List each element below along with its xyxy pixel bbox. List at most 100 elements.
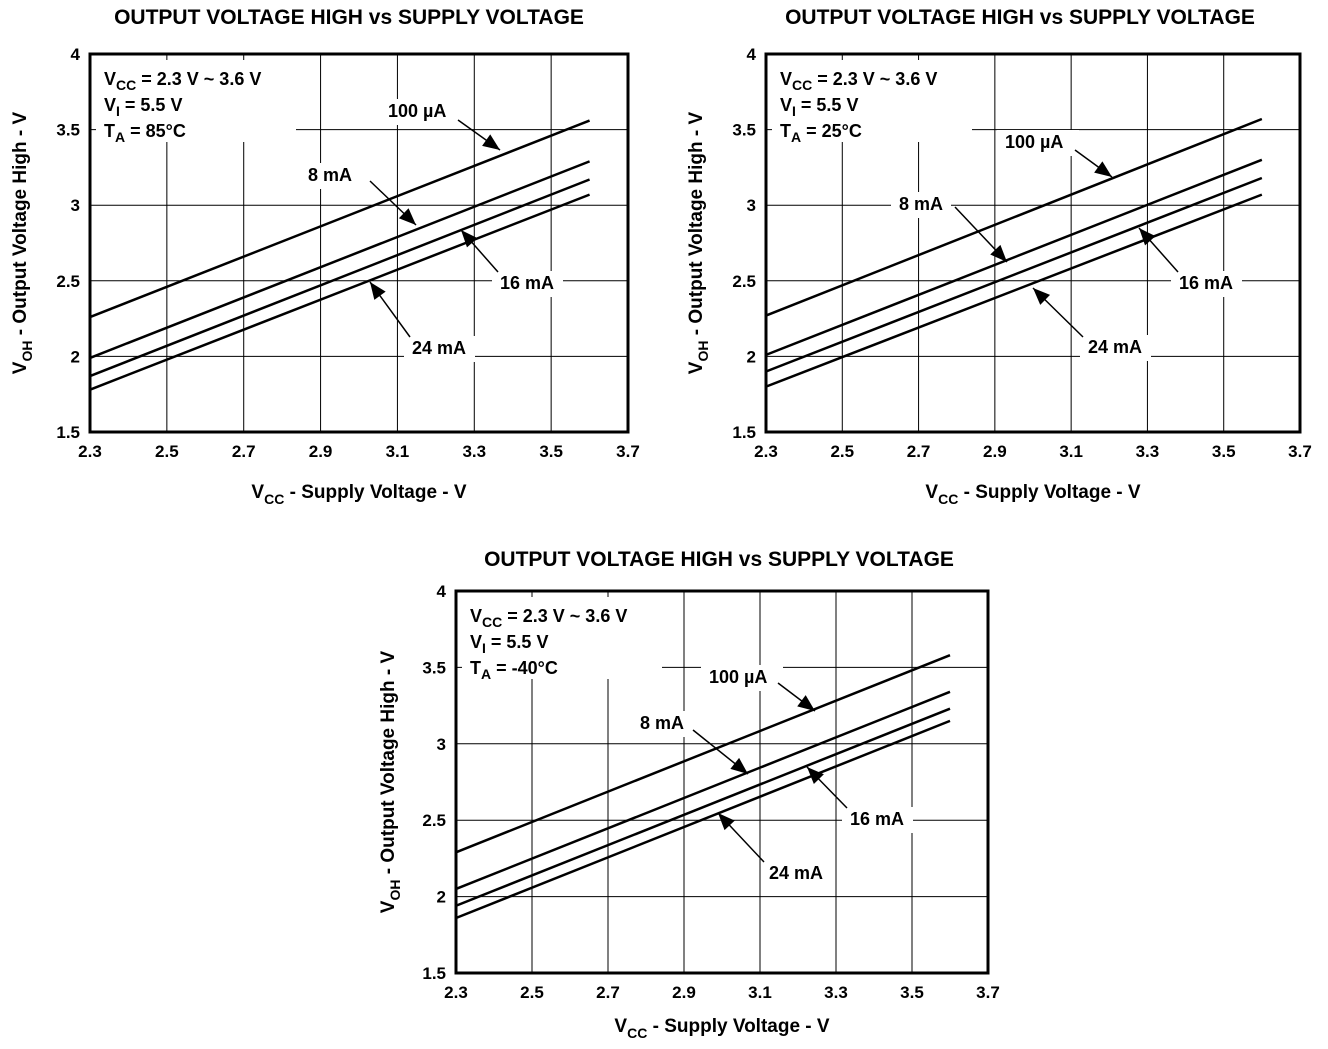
line-chart: 2.3 2.5 2.7 2.9 3.1 3.3 3.5 3.7 1.5 2 2.5 3 3.5 4 VCC … xyxy=(378,582,1000,1041)
series-label-bg xyxy=(701,665,783,691)
x-tick-label: 2.5 xyxy=(830,442,854,461)
series-line xyxy=(89,160,591,360)
chart-panel-25c: OUTPUT VOLTAGE HIGH vs SUPPLY VOLTAGE 2.… xyxy=(668,0,1328,520)
chart-panel-minus40c: OUTPUT VOLTAGE HIGH vs SUPPLY VOLTAGE 2.… xyxy=(370,540,1030,1049)
y-tick-label: 3 xyxy=(747,196,756,215)
y-tick-label: 2.5 xyxy=(732,272,756,291)
y-axis-label: VOH - Output Voltage High - V xyxy=(686,111,711,374)
chart-panel-85c: OUTPUT VOLTAGE HIGH vs SUPPLY VOLTAGE 2.… xyxy=(0,0,660,520)
condition-text: VI = 5.5 V xyxy=(780,95,858,119)
y-tick-label: 2 xyxy=(71,347,80,366)
series-label: 100 µA xyxy=(709,667,767,687)
arrow-head xyxy=(718,813,735,831)
series-label: 8 mA xyxy=(899,194,943,214)
series-line xyxy=(455,690,951,891)
y-tick-label: 4 xyxy=(437,582,447,601)
condition-text: TA = 25°C xyxy=(780,121,862,145)
y-tick-label: 3.5 xyxy=(732,121,756,140)
series-label-bg xyxy=(891,192,951,218)
series-line xyxy=(455,654,951,854)
y-tick-label: 2.5 xyxy=(56,272,80,291)
series-label-bg xyxy=(761,861,832,887)
series-line xyxy=(89,119,591,319)
series-label: 100 µA xyxy=(388,101,446,121)
x-tick-label: 3.1 xyxy=(748,983,772,1002)
series-line xyxy=(765,176,1263,373)
arrow-head xyxy=(461,230,478,248)
y-tick-label: 1.5 xyxy=(56,423,80,442)
series-label-bg xyxy=(404,336,475,362)
condition-text: VI = 5.5 V xyxy=(104,95,182,119)
series-line xyxy=(765,193,1263,388)
y-tick-label: 2 xyxy=(437,888,446,907)
plot-frame xyxy=(764,52,1302,434)
series-label: 8 mA xyxy=(308,165,352,185)
condition-text: VCC = 2.3 V ~ 3.6 V xyxy=(104,69,261,93)
arrow-head xyxy=(370,282,386,300)
y-tick-label: 3 xyxy=(437,735,446,754)
series-label-bg xyxy=(1080,335,1151,361)
y-tick-label: 1.5 xyxy=(732,423,756,442)
x-tick-label: 3.7 xyxy=(1288,442,1312,461)
series-label-bg xyxy=(997,130,1079,156)
arrow-head xyxy=(398,208,416,225)
x-tick-label: 3.5 xyxy=(900,983,924,1002)
y-tick-label: 4 xyxy=(747,45,757,64)
x-tick-label: 3.7 xyxy=(616,442,640,461)
x-tick-label: 3.7 xyxy=(976,983,1000,1002)
x-tick-label: 2.7 xyxy=(596,983,620,1002)
arrow-head xyxy=(1094,161,1112,177)
y-tick-label: 4 xyxy=(71,45,81,64)
arrow-head xyxy=(990,244,1007,262)
condition-text: TA = 85°C xyxy=(104,121,186,145)
series-label: 24 mA xyxy=(412,338,466,358)
y-tick-label: 3.5 xyxy=(56,121,80,140)
series-label: 100 µA xyxy=(1005,132,1063,152)
series-line xyxy=(455,707,951,907)
series-label: 24 mA xyxy=(1088,337,1142,357)
x-tick-label: 3.3 xyxy=(462,442,486,461)
y-tick-label: 1.5 xyxy=(422,964,446,983)
plot-frame xyxy=(88,52,630,434)
series-label-bg xyxy=(380,99,462,125)
series-label: 16 mA xyxy=(500,273,554,293)
x-tick-label: 2.9 xyxy=(309,442,333,461)
x-axis-label: VCC - Supply Voltage - V xyxy=(925,482,1141,507)
conditions-bg xyxy=(462,597,662,679)
x-tick-label: 3.5 xyxy=(539,442,563,461)
arrow-head xyxy=(1033,288,1051,305)
series-label: 16 mA xyxy=(850,809,904,829)
series-line xyxy=(765,117,1263,317)
conditions-bg xyxy=(772,60,972,142)
arrow-head xyxy=(482,134,500,150)
x-tick-label: 3.3 xyxy=(1136,442,1160,461)
x-tick-label: 2.7 xyxy=(232,442,256,461)
x-axis-label: VCC - Supply Voltage - V xyxy=(614,1016,830,1041)
arrow-head xyxy=(807,767,824,785)
series-line xyxy=(455,719,951,920)
series-line xyxy=(765,158,1263,357)
x-tick-label: 2.5 xyxy=(155,442,179,461)
y-tick-label: 2 xyxy=(747,347,756,366)
x-tick-label: 3.1 xyxy=(386,442,410,461)
series-label-bg xyxy=(492,271,563,297)
y-tick-label: 3 xyxy=(71,196,80,215)
x-tick-label: 3.3 xyxy=(824,983,848,1002)
condition-text: VI = 5.5 V xyxy=(470,632,548,656)
x-tick-label: 3.5 xyxy=(1212,442,1236,461)
y-axis-label: VOH - Output Voltage High - V xyxy=(378,650,403,913)
series-label-bg xyxy=(632,711,692,737)
x-tick-label: 2.3 xyxy=(754,442,778,461)
y-axis-label: VOH - Output Voltage High - V xyxy=(10,111,35,374)
x-tick-label: 2.3 xyxy=(444,983,468,1002)
condition-text: VCC = 2.3 V ~ 3.6 V xyxy=(780,69,937,93)
chart-title: OUTPUT VOLTAGE HIGH vs SUPPLY VOLTAGE xyxy=(114,6,584,29)
series-label-bg xyxy=(300,163,360,189)
series-label: 8 mA xyxy=(640,713,684,733)
y-tick-label: 3.5 xyxy=(422,658,446,677)
x-axis-label: VCC - Supply Voltage - V xyxy=(251,482,467,507)
condition-text: TA = -40°C xyxy=(470,658,558,682)
plot-frame xyxy=(454,589,990,975)
series-line xyxy=(89,193,591,391)
arrow-head xyxy=(730,757,748,774)
